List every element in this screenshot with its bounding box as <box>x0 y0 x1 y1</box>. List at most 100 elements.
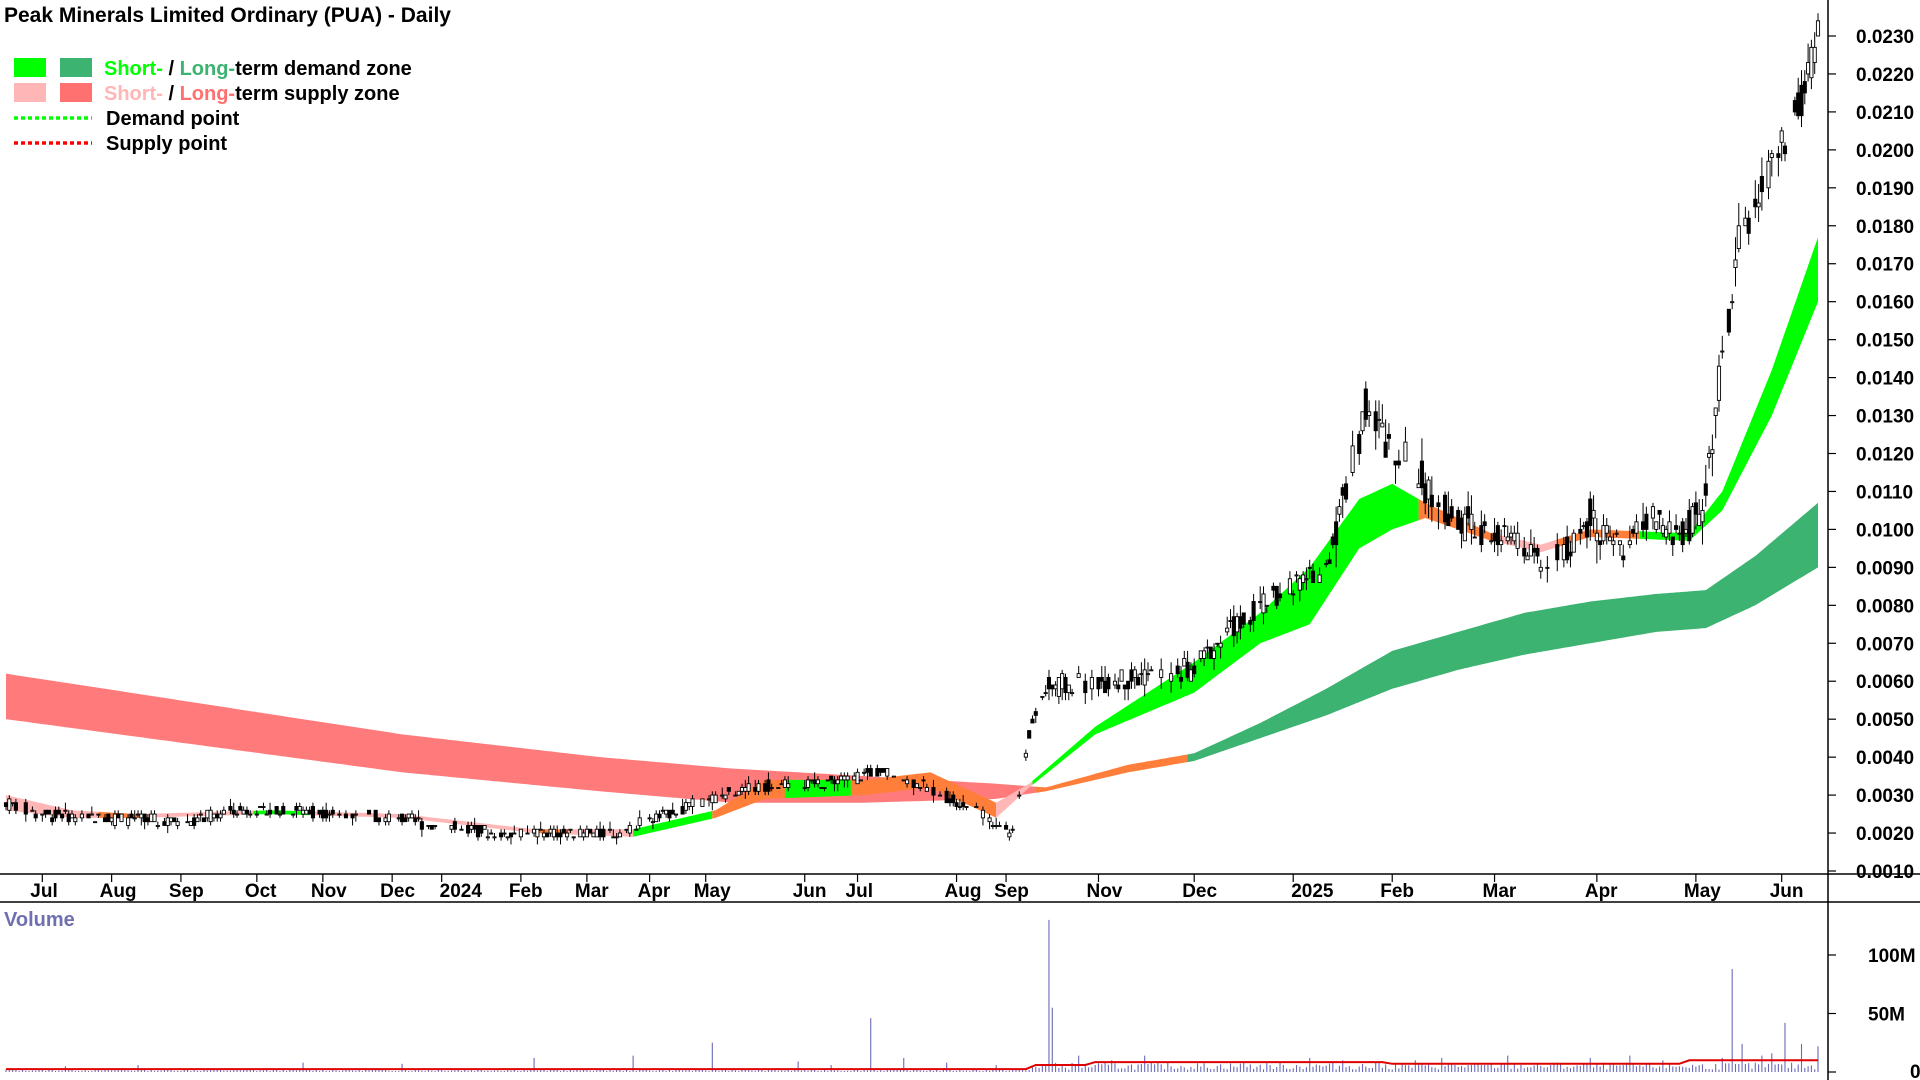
candle-body <box>258 806 263 808</box>
candle-body <box>1466 506 1471 519</box>
candle-body <box>1766 160 1771 189</box>
volume-tick-label: 50M <box>1868 1005 1905 1026</box>
candle-body <box>208 809 213 823</box>
candle-body <box>452 821 457 830</box>
candle-body <box>1680 521 1685 546</box>
candle-body <box>383 817 388 823</box>
candle-body <box>654 813 659 823</box>
candle-body <box>46 809 51 815</box>
candle-body <box>723 794 728 800</box>
candle-body <box>1499 540 1504 546</box>
candle-body <box>1571 532 1576 553</box>
date-tick-label: Feb <box>1380 881 1414 902</box>
candle-body <box>1228 620 1233 622</box>
candle-body <box>1621 555 1626 561</box>
candle-body <box>1703 483 1708 496</box>
candle-body <box>1076 673 1081 678</box>
candle-body <box>739 787 745 792</box>
candle-body <box>1746 217 1751 234</box>
candle-body <box>386 813 391 823</box>
candle-body <box>129 813 134 819</box>
price-tick-label: 0.0130 <box>1856 407 1914 428</box>
candle-body <box>1650 506 1656 519</box>
candle-body <box>1149 669 1154 672</box>
candle-body <box>904 779 910 785</box>
candle-body <box>93 821 98 824</box>
candle-body <box>1416 483 1421 489</box>
price-tick-label: 0.0220 <box>1856 65 1914 86</box>
candle-body <box>261 806 266 808</box>
candle-body <box>172 817 177 823</box>
candle-body <box>403 817 408 823</box>
candle-body <box>670 809 675 815</box>
date-tick-label: Dec <box>1182 881 1217 902</box>
candle-body <box>426 825 431 827</box>
candle-body <box>508 832 514 838</box>
candle-body <box>1159 669 1164 678</box>
legend-label: Short- / Long-term supply zone <box>104 83 400 105</box>
date-tick-label: 2025 <box>1291 881 1334 902</box>
candle-body <box>244 809 249 815</box>
price-tick-label: 0.0070 <box>1856 634 1914 655</box>
candle-body <box>231 809 236 815</box>
candle-body <box>1710 449 1715 454</box>
candle-body <box>1033 711 1038 716</box>
candle-body <box>304 809 309 815</box>
candle-body <box>581 832 586 838</box>
candle-body <box>1532 547 1537 553</box>
candle-body <box>1429 494 1434 508</box>
candle-body <box>964 806 969 808</box>
candle-body <box>53 809 58 819</box>
candle-body <box>1046 676 1052 690</box>
price-tick-label: 0.0230 <box>1856 27 1914 48</box>
price-tick-label: 0.0050 <box>1856 710 1914 731</box>
candle-body <box>918 787 923 789</box>
candle-body <box>1040 695 1045 698</box>
candle-body <box>66 813 71 823</box>
date-tick-label: Jun <box>1770 881 1804 902</box>
candle-body <box>994 825 999 827</box>
candle-body <box>1584 521 1590 538</box>
candle-body <box>938 794 943 797</box>
volume-panel: Volume 100M 50M 0 <box>4 909 1920 1080</box>
candle-body <box>109 817 114 823</box>
candle-body <box>624 828 629 831</box>
candle-body <box>63 809 68 812</box>
price-tick-label: 0.0120 <box>1856 445 1914 466</box>
candle-body <box>274 806 279 815</box>
price-tick-label: 0.0190 <box>1856 179 1914 200</box>
candle-body <box>1310 570 1316 583</box>
candle-body <box>733 794 738 797</box>
candle-body <box>1687 509 1692 542</box>
legend-label: Demand point <box>106 108 240 130</box>
candle-body <box>400 813 405 823</box>
candle-body <box>1010 828 1015 831</box>
candle-body <box>56 809 61 815</box>
candle-body <box>1508 532 1514 538</box>
candle-body <box>198 813 203 816</box>
candle-body <box>1277 593 1283 599</box>
date-tick-label: Dec <box>380 881 415 902</box>
candle-body <box>459 828 464 831</box>
candle-body <box>1802 81 1807 94</box>
candle-body <box>1251 601 1256 621</box>
candle-body <box>736 790 741 796</box>
candle-body <box>541 832 547 838</box>
candle-body <box>1442 494 1448 523</box>
price-tick-label: 0.0150 <box>1856 331 1914 352</box>
candle-body <box>1317 574 1322 583</box>
candle-body <box>343 813 349 819</box>
candle-body <box>1459 517 1464 534</box>
candle-body <box>832 779 837 785</box>
candle-body <box>241 809 246 815</box>
candle-body <box>1142 669 1147 686</box>
candle-body <box>1545 566 1550 569</box>
candle-body <box>812 779 817 785</box>
candle-body <box>1403 441 1408 462</box>
candle-body <box>142 813 147 823</box>
candle-body <box>664 809 669 815</box>
candle-body <box>89 813 94 816</box>
legend-label-part: / <box>163 83 180 105</box>
